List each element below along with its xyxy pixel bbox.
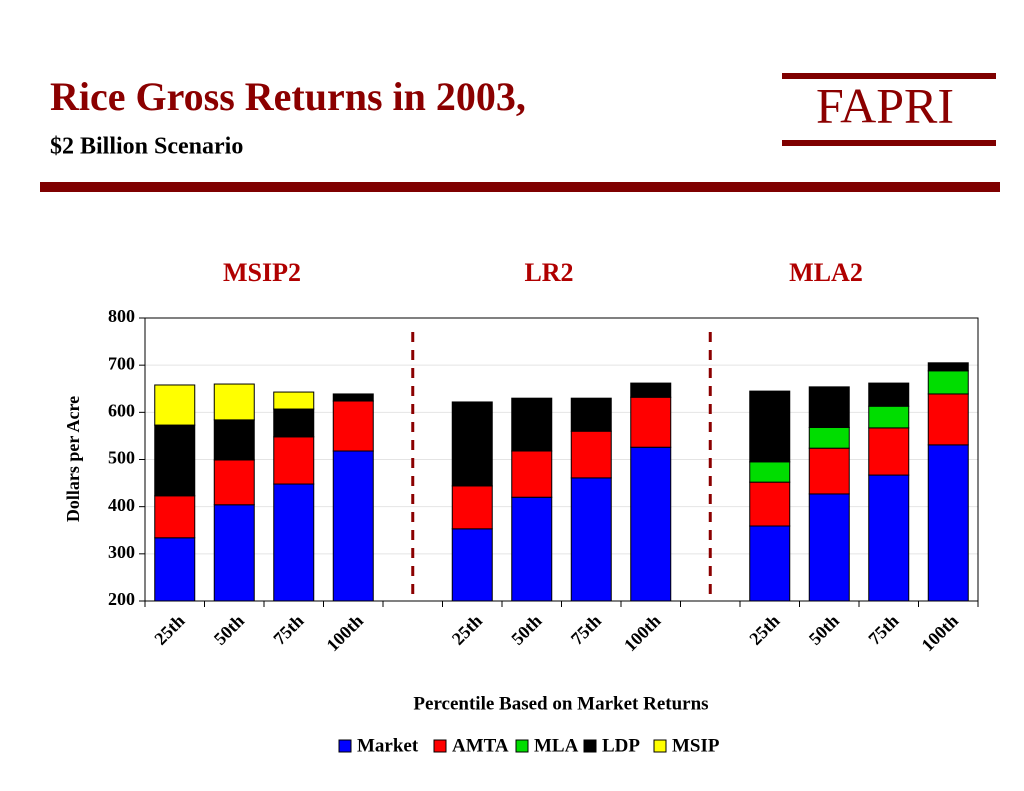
x-tick-label: 75th — [864, 611, 902, 649]
x-tick-label: 100th — [620, 611, 665, 656]
legend-label: AMTA — [452, 735, 509, 756]
logo-rule — [782, 140, 996, 146]
bar-segment — [332, 400, 374, 452]
y-tick-label: 700 — [108, 353, 135, 373]
y-axis-title: Dollars per Acre — [63, 396, 83, 522]
bar-segment — [332, 393, 374, 402]
bar-segment — [273, 483, 315, 602]
x-tick-label: 25th — [448, 611, 486, 649]
bar-segment — [808, 426, 850, 449]
bar-segment — [213, 419, 255, 461]
bar-segment — [630, 446, 672, 602]
x-tick-label: 50th — [507, 611, 545, 649]
bar-segment — [451, 401, 493, 487]
x-axis-title: Percentile Based on Market Returns — [413, 693, 708, 714]
bar-segment — [868, 474, 910, 602]
x-tick-label: 75th — [269, 611, 307, 649]
bar-segment — [213, 459, 255, 506]
legend-label: MSIP — [672, 735, 720, 756]
bar-segment — [749, 390, 791, 463]
bar-segment — [868, 405, 910, 429]
x-tick-label: 25th — [745, 611, 783, 649]
y-tick-label: 200 — [108, 589, 135, 609]
bar-segment — [749, 481, 791, 527]
bar-segment — [511, 496, 553, 602]
bar-segment — [154, 384, 196, 426]
y-tick-label: 300 — [108, 542, 135, 562]
bar-segment — [927, 444, 969, 602]
bar-segment — [332, 450, 374, 602]
logo-rule — [782, 73, 996, 79]
x-tick-label: 100th — [322, 611, 367, 656]
bar-segment — [808, 447, 850, 495]
bar-segment — [927, 370, 969, 395]
subtitle: $2 Billion Scenario — [50, 134, 243, 160]
bar-segment — [213, 383, 255, 421]
bar-segment — [570, 397, 612, 432]
x-tick-label: 25th — [150, 611, 188, 649]
legend-swatch — [515, 739, 529, 753]
bar-segment — [273, 391, 315, 410]
bar-segment — [154, 495, 196, 539]
bar-segment — [808, 386, 850, 428]
bar-segment — [511, 397, 553, 452]
legend-label: MLA — [534, 735, 579, 756]
bar-segment — [630, 396, 672, 448]
bar-segment — [273, 436, 315, 485]
y-tick-label: 400 — [108, 495, 135, 515]
bar-segment — [154, 424, 196, 497]
legend-swatch — [653, 739, 667, 753]
legend-label: LDP — [602, 735, 640, 756]
y-tick-label: 600 — [108, 400, 135, 420]
y-tick-label: 800 — [108, 306, 135, 326]
bar-segment — [749, 461, 791, 483]
bar-segment — [749, 525, 791, 602]
bar-segment — [273, 408, 315, 438]
x-tick-label: 75th — [567, 611, 605, 649]
legend-swatch — [433, 739, 447, 753]
header-rule — [40, 182, 1000, 192]
bar-segment — [927, 393, 969, 446]
group-label: MSIP2 — [223, 258, 301, 287]
bar-segment — [630, 382, 672, 398]
legend-swatch — [338, 739, 352, 753]
x-tick-label: 100th — [917, 611, 962, 656]
bar-segment — [570, 477, 612, 602]
bar-segment — [511, 450, 553, 498]
bar-segment — [451, 528, 493, 602]
y-tick-label: 500 — [108, 448, 135, 468]
x-tick-label: 50th — [805, 611, 843, 649]
group-label: MLA2 — [789, 258, 863, 287]
bar-segment — [927, 362, 969, 372]
bar-segment — [451, 485, 493, 530]
bar-segment — [570, 430, 612, 479]
bar-segment — [154, 537, 196, 602]
x-tick-label: 50th — [210, 611, 248, 649]
logo: FAPRI — [816, 77, 954, 133]
bar-segment — [868, 382, 910, 407]
bar-segment — [808, 493, 850, 602]
bar-segment — [213, 504, 255, 602]
legend-swatch — [583, 739, 597, 753]
bar-segment — [868, 427, 910, 476]
legend-label: Market — [357, 735, 419, 756]
group-label: LR2 — [524, 258, 573, 287]
title: Rice Gross Returns in 2003, — [50, 74, 526, 119]
